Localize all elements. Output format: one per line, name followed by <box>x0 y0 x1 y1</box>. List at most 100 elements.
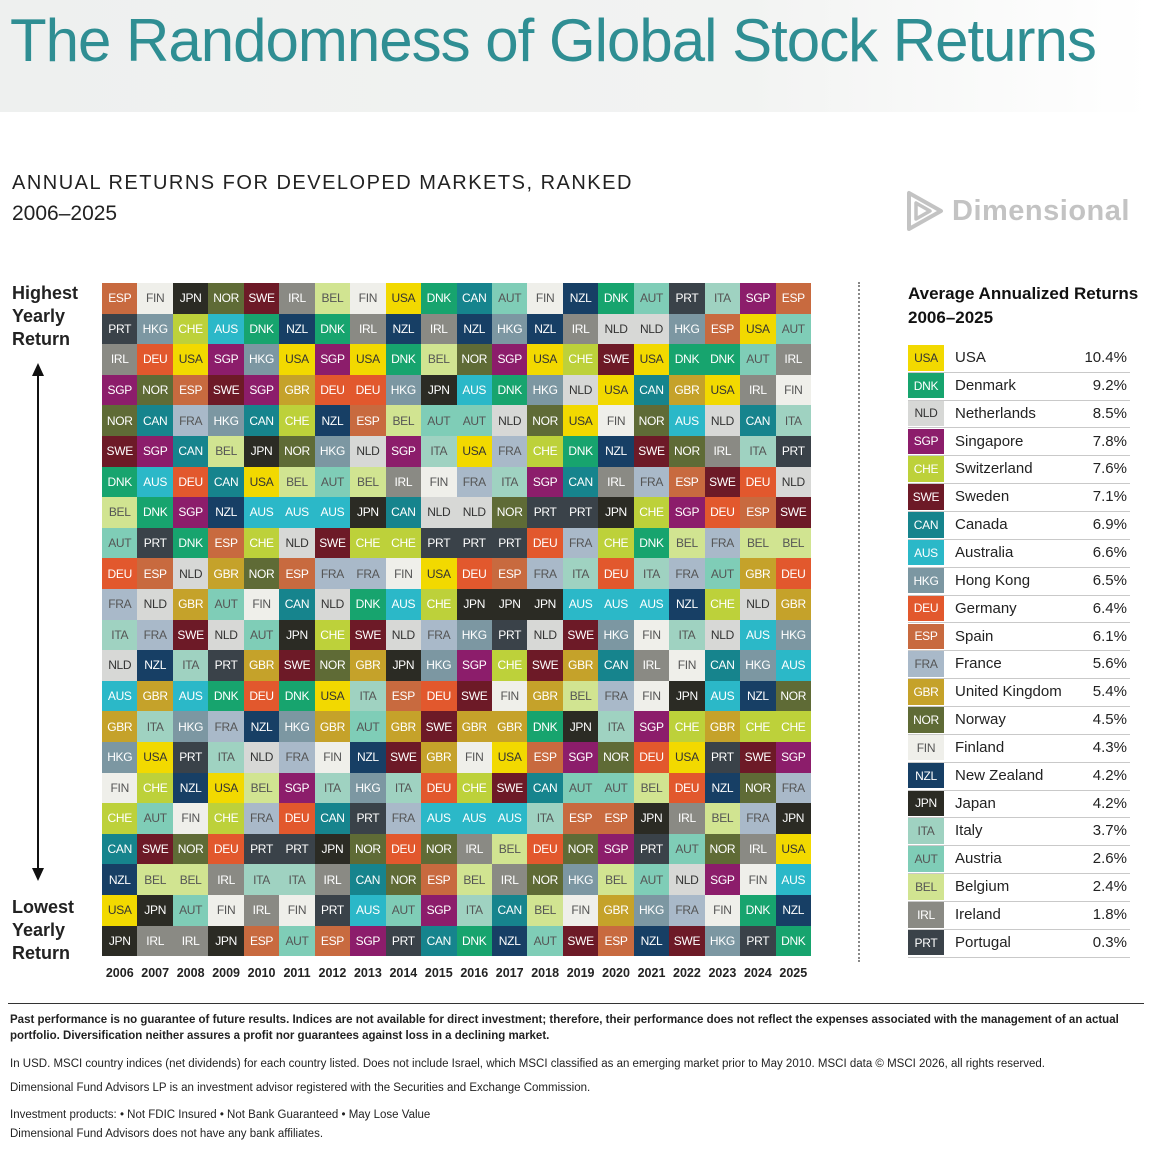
grid-cell-2008-rank-1: JPN <box>172 283 209 314</box>
legend-country-name: Norway <box>955 711 1006 729</box>
grid-cell-2015-rank-1: DNK <box>421 283 457 314</box>
grid-cell-2023-rank-2: ESP <box>704 313 741 345</box>
grid-cell-2019-rank-2: IRL <box>562 313 599 345</box>
grid-cell-2020-rank-5: FIN <box>598 405 634 436</box>
legend-country-name: Netherlands <box>955 404 1036 422</box>
grid-cell-2012-rank-8: AUS <box>314 497 351 528</box>
grid-cell-2010-rank-20: ITA <box>243 864 280 895</box>
legend-return-value: 8.5% <box>1092 404 1127 422</box>
grid-cell-2022-rank-20: NLD <box>669 864 705 895</box>
legend-return-value: 5.6% <box>1092 655 1127 673</box>
grid-cell-2020-rank-8: JPN <box>598 497 634 528</box>
lowest-label-line: Lowest <box>12 897 75 917</box>
grid-cell-2022-rank-14: JPN <box>669 680 705 712</box>
legend-row-prt: PRT Portugal 0.3% <box>908 929 1130 958</box>
grid-cell-2015-rank-21: SGP <box>421 895 457 926</box>
grid-cell-2007-rank-22: IRL <box>137 925 173 957</box>
grid-cell-2013-rank-8: JPN <box>350 497 386 528</box>
grid-cell-2007-rank-1: FIN <box>137 283 173 314</box>
grid-cell-2015-rank-19: NOR <box>421 833 457 865</box>
grid-cell-2025-rank-22: DNK <box>775 925 812 957</box>
grid-cell-2025-rank-18: JPN <box>775 803 812 834</box>
grid-cell-2007-rank-11: NLD <box>137 589 173 620</box>
grid-cell-2022-rank-4: GBR <box>669 374 705 406</box>
grid-cell-2017-rank-11: JPN <box>491 589 528 620</box>
grid-cell-2019-rank-22: SWE <box>562 925 599 957</box>
year-label-2015: 2015 <box>424 966 453 980</box>
grid-cell-2014-rank-1: USA <box>385 283 422 314</box>
grid-cell-2014-rank-12: NLD <box>385 619 422 651</box>
grid-cell-2012-rank-2: DNK <box>314 313 351 345</box>
grid-cell-2007-rank-13: NZL <box>137 650 173 681</box>
grid-cell-2023-rank-4: USA <box>704 374 741 406</box>
grid-cell-2016-rank-15: GBR <box>456 711 492 742</box>
grid-cell-2017-rank-10: ESP <box>491 558 528 589</box>
grid-cell-2008-rank-12: SWE <box>172 619 209 651</box>
legend-swatch: DEU <box>908 595 944 622</box>
grid-cell-2009-rank-13: PRT <box>208 650 244 681</box>
legend-country-name: Spain <box>955 627 994 645</box>
grid-cell-2011-rank-4: GBR <box>279 374 315 406</box>
grid-cell-2015-rank-20: ESP <box>421 864 457 895</box>
grid-cell-2015-rank-16: GBR <box>421 742 457 773</box>
grid-cell-2018-rank-4: HKG <box>527 374 563 406</box>
grid-cell-2013-rank-10: FRA <box>350 558 386 589</box>
legend-swatch: JPN <box>908 790 944 817</box>
grid-cell-2025-rank-4: FIN <box>775 374 812 406</box>
grid-cell-2014-rank-18: FRA <box>385 803 422 834</box>
grid-cell-2010-rank-16: NLD <box>243 742 280 773</box>
year-label-2019: 2019 <box>566 966 595 980</box>
legend-country-name: Austria <box>955 850 1002 868</box>
grid-cell-2009-rank-6: BEL <box>208 436 244 467</box>
legend-return-value: 6.4% <box>1092 599 1127 617</box>
grid-cell-2019-rank-16: SGP <box>562 742 599 773</box>
lowest-return-label: Lowest Yearly Return <box>12 896 74 965</box>
grid-cell-2009-rank-22: JPN <box>208 925 244 957</box>
grid-cell-2015-rank-2: IRL <box>421 313 457 345</box>
grid-cell-2007-rank-21: JPN <box>137 895 173 926</box>
grid-cell-2020-rank-4: USA <box>598 374 634 406</box>
grid-cell-2007-rank-16: USA <box>137 742 173 773</box>
grid-cell-2014-rank-5: BEL <box>385 405 422 436</box>
grid-cell-2010-rank-5: CAN <box>243 405 280 436</box>
products-note-text: Investment products: • Not FDIC Insured … <box>10 1109 431 1121</box>
grid-cell-2020-rank-18: ESP <box>598 803 634 834</box>
grid-cell-2015-rank-15: SWE <box>421 711 457 742</box>
dimensional-logo-icon <box>907 191 943 231</box>
grid-cell-2011-rank-5: CHE <box>279 405 315 436</box>
grid-cell-2009-rank-9: ESP <box>208 527 244 559</box>
year-label-2007: 2007 <box>141 966 170 980</box>
grid-cell-2012-rank-18: CAN <box>314 803 351 834</box>
grid-cell-2012-rank-5: NZL <box>314 405 351 436</box>
grid-cell-2013-rank-16: NZL <box>350 742 386 773</box>
grid-cell-2022-rank-9: BEL <box>669 527 705 559</box>
legend-country-name: Singapore <box>955 432 1024 450</box>
grid-cell-2019-rank-1: NZL <box>562 283 599 314</box>
grid-cell-2020-rank-7: IRL <box>598 466 634 498</box>
grid-cell-2016-rank-16: FIN <box>456 742 492 773</box>
grid-cell-2021-rank-18: JPN <box>633 803 670 834</box>
year-label-2020: 2020 <box>602 966 630 980</box>
legend-row-deu: DEU Germany 6.4% <box>908 595 1130 624</box>
grid-cell-2007-rank-10: ESP <box>137 558 173 589</box>
legend-swatch: PRT <box>908 929 944 956</box>
legend-country-name: Ireland <box>955 906 1001 923</box>
legend-swatch: ITA <box>908 818 944 844</box>
grid-cell-2023-rank-11: CHE <box>704 589 741 620</box>
grid-cell-2009-rank-18: CHE <box>208 803 244 834</box>
grid-cell-2008-rank-16: PRT <box>172 742 209 773</box>
grid-cell-2014-rank-21: AUT <box>385 895 422 926</box>
legend-swatch: AUS <box>908 539 944 566</box>
grid-cell-2008-rank-13: ITA <box>172 650 209 681</box>
grid-cell-2012-rank-20: IRL <box>314 864 351 895</box>
grid-cell-2018-rank-17: CAN <box>527 772 563 804</box>
grid-cell-2006-rank-21: USA <box>102 895 138 926</box>
grid-cell-2009-rank-7: CAN <box>208 466 244 498</box>
grid-cell-2024-rank-6: ITA <box>740 436 776 467</box>
grid-cell-2017-rank-19: BEL <box>491 833 528 865</box>
grid-cell-2006-rank-8: BEL <box>102 497 138 528</box>
grid-cell-2009-rank-15: FRA <box>208 711 244 742</box>
grid-cell-2019-rank-10: ITA <box>562 558 599 589</box>
grid-cell-2010-rank-19: PRT <box>243 833 280 865</box>
grid-cell-2012-rank-7: AUT <box>314 466 351 498</box>
